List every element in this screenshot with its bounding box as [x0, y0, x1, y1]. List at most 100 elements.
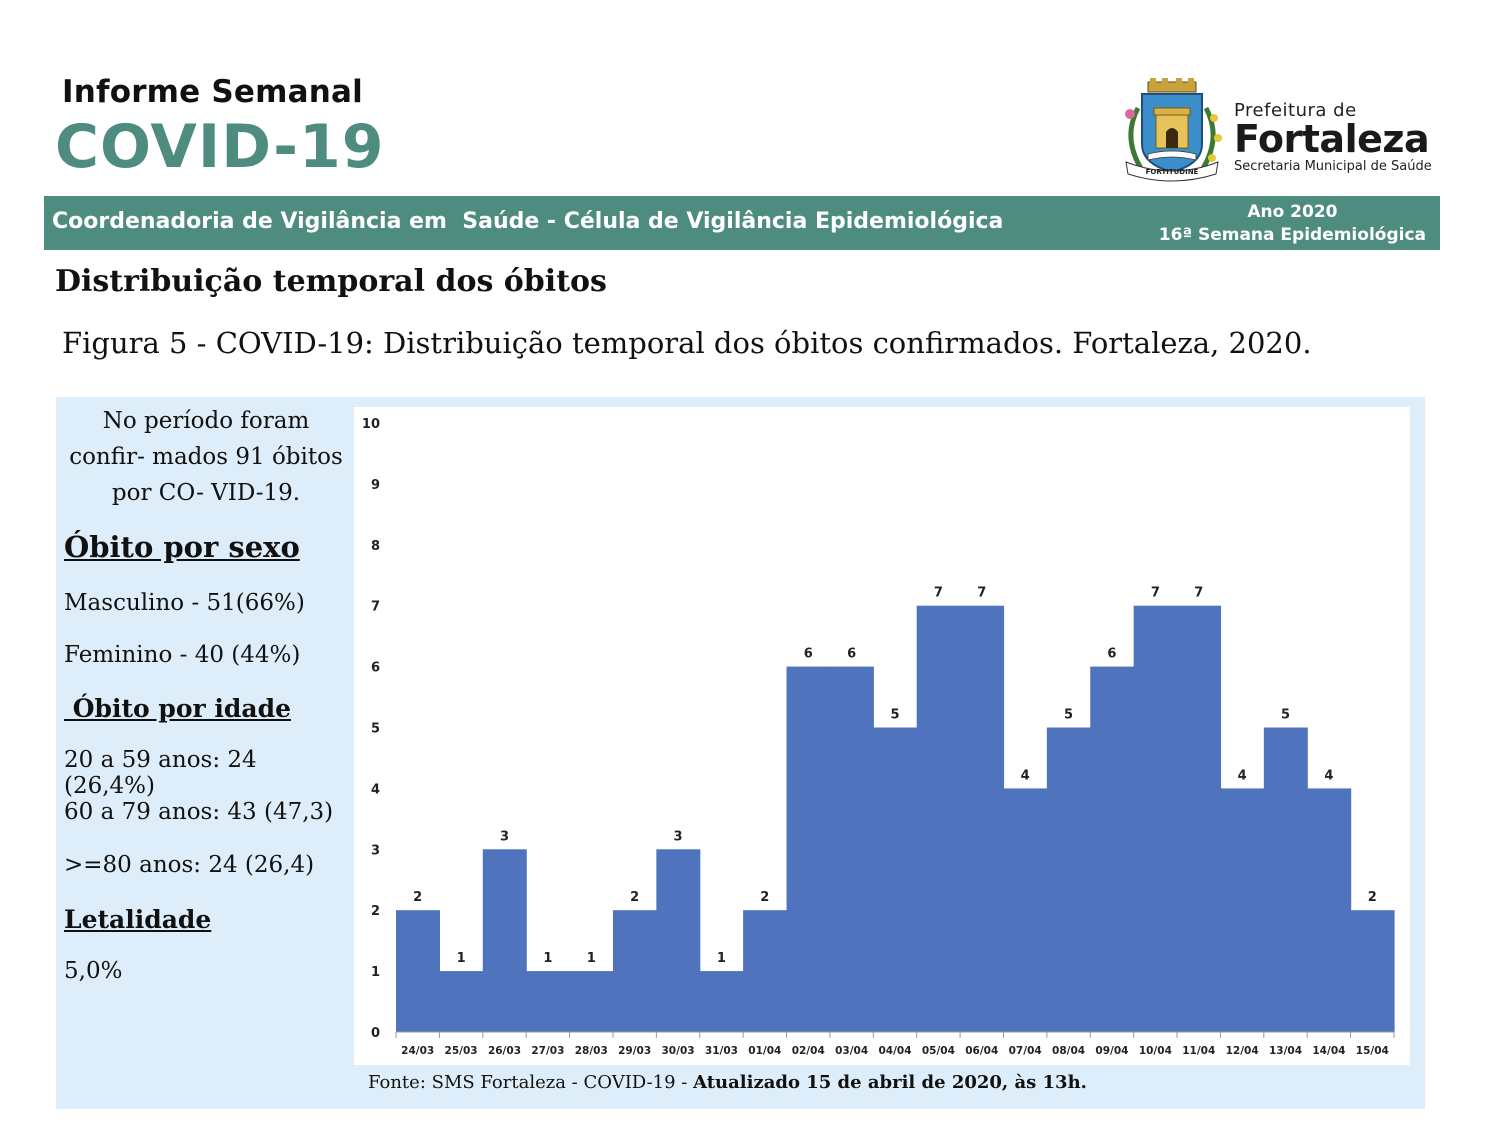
- x-tick-label: 05/04: [922, 1045, 955, 1057]
- y-tick-label: 6: [371, 661, 380, 676]
- bar-value-label: 6: [804, 647, 813, 662]
- bar: [482, 849, 527, 1032]
- bar-value-label: 2: [413, 890, 422, 905]
- chart-area: 0 1 2 3 4 5 6 7 8 9 10 2 1 3 1 1 2 3 1 2 6 6 5 7 7 4 5 6 7 7 4 5 4 2 24/03…: [354, 407, 1410, 1065]
- x-tick-label: 07/04: [1009, 1045, 1042, 1057]
- source-note: Fonte: SMS Fortaleza - COVID-19 - Atuali…: [368, 1072, 1087, 1093]
- x-tick-label: 27/03: [531, 1045, 564, 1057]
- age-heading: Óbito por idade: [64, 694, 291, 723]
- bar: [1263, 727, 1308, 1032]
- lethality-value: 5,0%: [64, 958, 123, 984]
- y-tick-label: 8: [371, 539, 380, 554]
- x-tick-label: 25/03: [445, 1045, 478, 1057]
- bar-value-label: 7: [934, 586, 943, 601]
- bar: [526, 971, 571, 1032]
- x-tick-label: 29/03: [618, 1045, 651, 1057]
- age-group-60-79: 60 a 79 anos: 43 (47,3): [64, 799, 334, 825]
- sex-heading: Óbito por sexo: [64, 530, 300, 564]
- x-tick-label: 26/03: [488, 1045, 521, 1057]
- bar-value-label: 5: [1281, 708, 1290, 723]
- bar-value-label: 4: [1021, 768, 1030, 783]
- bar: [916, 605, 961, 1032]
- x-tick-label: 10/04: [1139, 1045, 1172, 1057]
- bar-value-label: 2: [760, 890, 769, 905]
- bar-value-label: 6: [1107, 647, 1116, 662]
- report-label: Informe Semanal: [62, 74, 363, 110]
- bar: [612, 910, 657, 1032]
- bar: [1003, 788, 1048, 1032]
- org-department: Secretaria Municipal de Saúde: [1234, 159, 1432, 174]
- bar-value-label: 1: [543, 951, 552, 966]
- bar: [1133, 605, 1178, 1032]
- bar: [656, 849, 701, 1032]
- bar: [960, 605, 1005, 1032]
- bar-value-label: 5: [1064, 708, 1073, 723]
- source-text: Fonte: SMS Fortaleza - COVID-19 -: [368, 1072, 694, 1093]
- bar: [1177, 605, 1222, 1032]
- lethality-heading: Letalidade: [64, 905, 212, 934]
- y-tick-label: 4: [371, 782, 380, 797]
- source-updated: Atualizado 15 de abril de 2020, às 13h.: [693, 1072, 1087, 1093]
- x-tick-label: 09/04: [1095, 1045, 1128, 1057]
- bar-value-label: 2: [630, 890, 639, 905]
- band-department: Coordenadoria de Vigilância em Saúde - C…: [52, 209, 1004, 234]
- header-band: Coordenadoria de Vigilância em Saúde - C…: [44, 196, 1440, 250]
- x-tick-label: 24/03: [401, 1045, 434, 1057]
- bar: [1220, 788, 1265, 1032]
- logo-ribbon-text: FORTITUDINE: [1146, 168, 1199, 176]
- org-city: Fortaleza: [1234, 117, 1430, 161]
- x-tick-label: 06/04: [965, 1045, 998, 1057]
- bar: [829, 666, 874, 1032]
- y-tick-label: 2: [371, 904, 380, 919]
- bar: [396, 910, 440, 1032]
- y-tick-label: 5: [371, 722, 380, 737]
- bar-value-label: 1: [717, 951, 726, 966]
- bar: [873, 727, 918, 1032]
- section-title: Distribuição temporal dos óbitos: [55, 264, 607, 299]
- x-tick-label: 04/04: [878, 1045, 911, 1057]
- bar-value-label: 6: [847, 647, 856, 662]
- x-tick-label: 28/03: [575, 1045, 608, 1057]
- x-tick-label: 31/03: [705, 1045, 738, 1057]
- report-title: COVID-19: [55, 112, 385, 182]
- band-year: Ano 2020: [1247, 202, 1338, 222]
- y-tick-label: 3: [371, 843, 380, 858]
- bar: [1350, 910, 1395, 1032]
- age-group-80-plus: >=80 anos: 24 (26,4): [64, 852, 315, 878]
- y-tick-label: 9: [371, 478, 380, 493]
- bar: [743, 910, 788, 1032]
- figure-title: Figura 5 - COVID-19: Distribuição tempor…: [62, 326, 1312, 360]
- city-coat-of-arms-logo: FORTITUDINE: [1125, 78, 1222, 182]
- y-tick-label: 10: [362, 417, 380, 432]
- y-tick-label: 1: [371, 965, 380, 980]
- y-tick-label: 0: [371, 1026, 380, 1041]
- bar: [439, 971, 484, 1032]
- x-tick-label: 13/04: [1269, 1045, 1302, 1057]
- x-tick-label: 30/03: [662, 1045, 695, 1057]
- bar-value-label: 7: [1151, 586, 1160, 601]
- band-week: 16ª Semana Epidemiológica: [1158, 225, 1426, 245]
- male-count: Masculino - 51(66%): [64, 590, 305, 616]
- x-tick-label: 11/04: [1182, 1045, 1215, 1057]
- x-tick-label: 01/04: [748, 1045, 781, 1057]
- bar-value-label: 4: [1238, 768, 1247, 783]
- x-tick-label: 14/04: [1312, 1045, 1345, 1057]
- bar: [699, 971, 744, 1032]
- x-tick-label: 15/04: [1356, 1045, 1389, 1057]
- x-tick-label: 12/04: [1226, 1045, 1259, 1057]
- bar-value-label: 7: [1194, 586, 1203, 601]
- summary-intro: No período foram confir- mados 91 óbitos…: [69, 408, 343, 506]
- bar: [1307, 788, 1352, 1032]
- y-tick-label: 7: [371, 600, 380, 615]
- x-tick-label: 02/04: [792, 1045, 825, 1057]
- organization-name: Prefeitura de Fortaleza Secretaria Munic…: [1234, 100, 1432, 174]
- band-period: Ano 2020 16ª Semana Epidemiológica: [1159, 201, 1426, 247]
- bar-value-label: 5: [890, 708, 899, 723]
- bar: [1090, 666, 1135, 1032]
- org-prefix: Prefeitura de: [1234, 100, 1357, 121]
- age-group-20-59: 20 a 59 anos: 24 (26,4%): [64, 747, 257, 799]
- female-count: Feminino - 40 (44%): [64, 642, 301, 668]
- deaths-bar-chart: 0 1 2 3 4 5 6 7 8 9 10 2 1 3 1 1 2 3 1 2 6 6 5 7 7 4 5 6 7 7 4 5 4 2 24/03…: [362, 417, 1395, 1057]
- bar: [1046, 727, 1091, 1032]
- x-tick-label: 08/04: [1052, 1045, 1085, 1057]
